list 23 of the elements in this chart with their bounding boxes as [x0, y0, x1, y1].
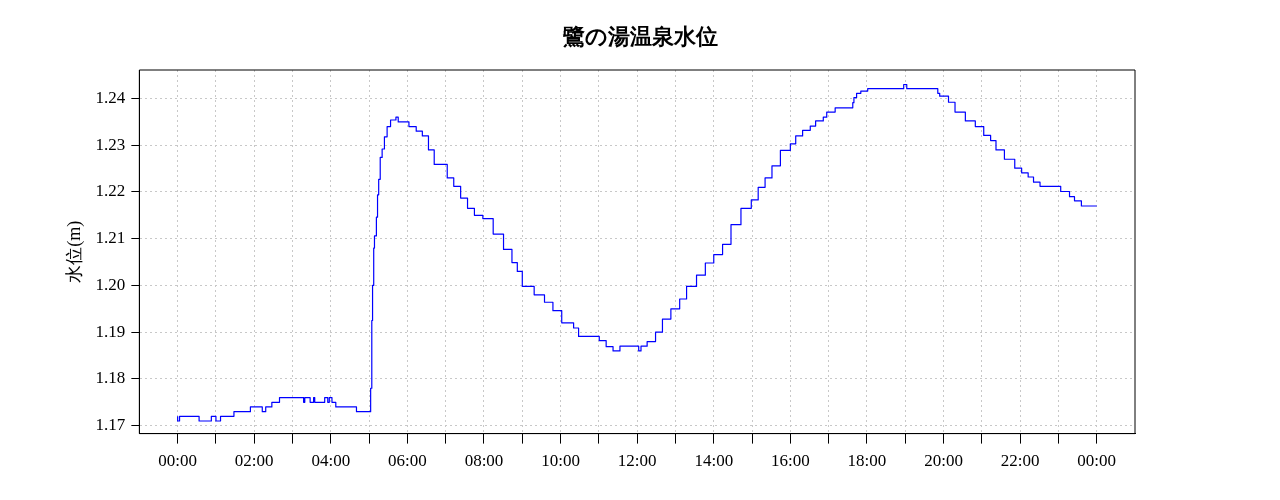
x-tick-label: 06:00 [388, 451, 427, 471]
y-axis-title: 水位(m) [63, 220, 85, 283]
y-tick-label: 1.17 [95, 415, 126, 435]
x-tick-label: 20:00 [924, 451, 963, 471]
y-tick-label: 1.22 [95, 181, 126, 201]
x-tick-label: 16:00 [770, 451, 810, 471]
chart-title: 鷺の湯温泉水位 [561, 23, 719, 51]
y-tick-label: 1.19 [95, 321, 126, 341]
x-tick-label: 18:00 [847, 451, 887, 471]
x-tick-label: 08:00 [464, 451, 504, 471]
x-tick-label: 12:00 [617, 451, 657, 471]
x-tick-label: 10:00 [541, 451, 580, 471]
x-tick-label: 14:00 [694, 451, 734, 471]
y-tick-label: 1.23 [95, 134, 126, 154]
x-tick-label: 00:00 [158, 451, 198, 471]
x-tick-label: 22:00 [1000, 451, 1040, 471]
x-tick-label: 02:00 [234, 451, 274, 471]
y-tick-label: 1.18 [95, 368, 126, 388]
x-tick-label: 00:00 [1077, 451, 1117, 471]
x-tick-label: 04:00 [311, 451, 351, 471]
y-tick-label: 1.24 [95, 87, 126, 107]
y-tick-label: 1.21 [95, 228, 126, 248]
y-tick-label: 1.20 [95, 274, 126, 294]
